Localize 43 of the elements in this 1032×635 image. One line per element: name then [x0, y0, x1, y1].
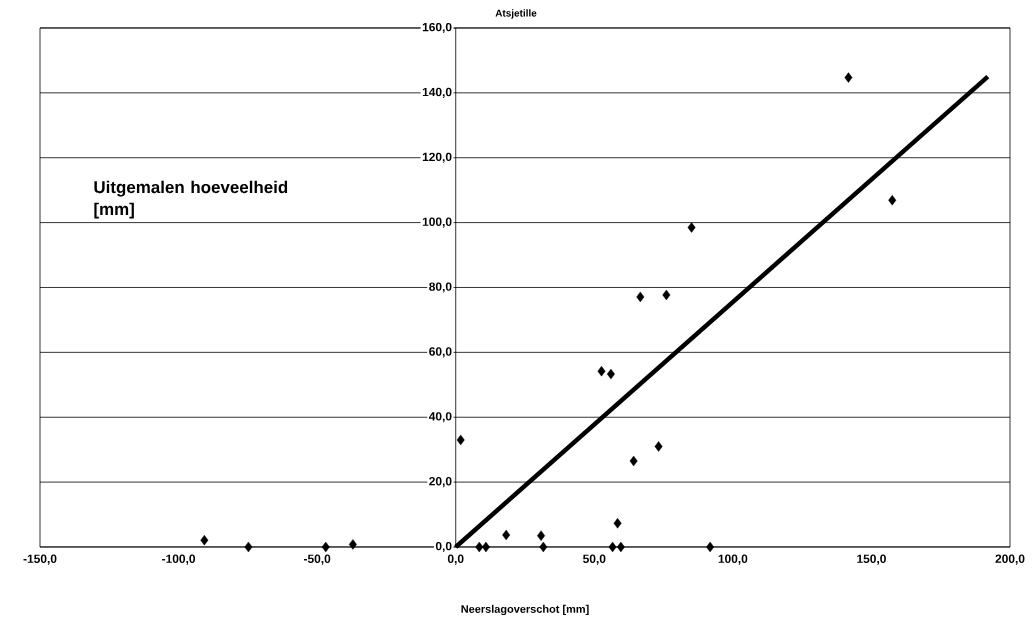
y-tick-label: 120,0 — [422, 152, 452, 163]
point — [654, 441, 663, 452]
point — [706, 541, 715, 553]
point — [537, 530, 546, 541]
y-tick-label: 80,0 — [429, 282, 452, 293]
point — [502, 529, 511, 541]
point — [629, 455, 638, 467]
point — [321, 541, 330, 553]
point — [687, 222, 696, 233]
chart-title: Atsjetille — [495, 9, 537, 19]
y-tick-label: 100,0 — [422, 217, 452, 228]
y-tick-label: 20,0 — [429, 477, 452, 488]
x-tick-label: -100,0 — [162, 554, 196, 565]
point — [608, 541, 617, 553]
point — [200, 534, 209, 546]
point — [539, 541, 548, 553]
point — [456, 434, 465, 446]
y-tick-label: 60,0 — [429, 347, 452, 358]
x-tick-label: 150,0 — [857, 554, 886, 565]
y-tick-label: 160,0 — [422, 22, 452, 34]
y-axis-title: Uitgemalen hoeveelheid [mm] — [94, 180, 288, 219]
x-tick-label: 50,0 — [583, 554, 606, 565]
point — [481, 541, 490, 553]
point — [475, 541, 484, 553]
x-tick-label: -50,0 — [304, 554, 331, 565]
x-tick-label: 0,0 — [447, 554, 464, 565]
point — [888, 195, 897, 206]
x-tick-label: -150,0 — [23, 554, 57, 565]
point — [844, 72, 853, 83]
point — [616, 541, 625, 553]
x-tick-label: 100,0 — [718, 554, 748, 565]
x-tick-label: 200,0 — [995, 554, 1025, 565]
point — [636, 291, 645, 303]
point — [597, 365, 606, 377]
point — [606, 368, 615, 380]
point — [244, 541, 253, 553]
y-tick-label: 140,0 — [422, 87, 452, 98]
x-axis-title: Neerslagoverschot [mm] — [461, 604, 589, 616]
y-tick-label: 40,0 — [428, 412, 452, 423]
point — [613, 518, 622, 529]
y-tick-label: 0,0 — [435, 541, 452, 553]
point — [348, 539, 357, 550]
point — [662, 289, 671, 301]
